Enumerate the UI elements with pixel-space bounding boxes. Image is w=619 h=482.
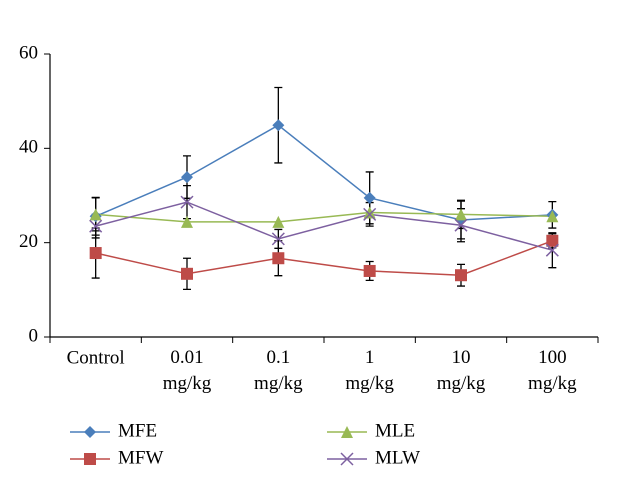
series	[91, 227, 557, 291]
legend-label: MFW	[118, 447, 163, 468]
marker	[363, 207, 377, 221]
marker	[271, 232, 285, 246]
line	[95, 211, 553, 223]
line	[95, 124, 553, 221]
series	[91, 197, 553, 232]
x-tick-label: 0.01 mg/kg	[163, 347, 212, 394]
marker	[454, 218, 468, 232]
marker	[272, 252, 285, 265]
y-tick-label: 0	[29, 325, 39, 346]
marker	[180, 195, 194, 209]
marker	[181, 215, 193, 228]
x-tick-label: 100 mg/kg	[528, 347, 577, 394]
series	[91, 184, 557, 269]
x-tick-label: 0.1 mg/kg	[254, 347, 303, 394]
marker	[89, 219, 103, 233]
y-tick-label: 60	[19, 42, 38, 63]
legend-label: MLE	[375, 420, 415, 441]
marker	[545, 243, 559, 257]
line	[95, 201, 553, 251]
y-tick-label: 20	[19, 231, 38, 252]
marker	[546, 210, 559, 223]
marker	[84, 453, 96, 465]
marker	[89, 208, 102, 221]
marker	[341, 426, 353, 438]
marker	[363, 264, 376, 277]
line	[95, 240, 553, 276]
marker	[363, 191, 376, 204]
marker	[455, 269, 467, 282]
legend-label: MFE	[118, 420, 157, 441]
x-tick-label: 10 mg/kg	[437, 347, 486, 394]
series	[91, 86, 557, 240]
legend-label: MLW	[375, 447, 420, 468]
marker	[89, 247, 102, 260]
marker	[455, 208, 467, 221]
marker	[363, 206, 376, 219]
x-tick-label: 1 mg/kg	[345, 347, 394, 394]
marker	[546, 234, 559, 247]
marker	[340, 452, 354, 466]
y-tick-label: 40	[19, 137, 38, 158]
marker	[272, 119, 285, 132]
marker	[181, 267, 193, 280]
marker	[272, 215, 285, 228]
marker	[181, 171, 193, 184]
marker	[84, 426, 96, 438]
x-tick-label: Control	[67, 347, 125, 368]
